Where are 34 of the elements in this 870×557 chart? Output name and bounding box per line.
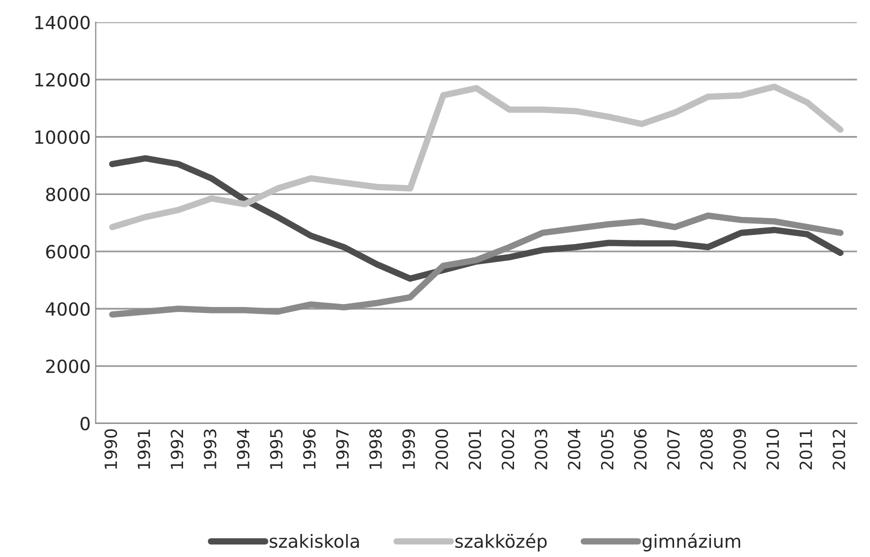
x-tick-label: 2003 xyxy=(534,430,548,470)
x-tick-label: 1996 xyxy=(303,429,316,469)
y-tick-label: 14000 xyxy=(35,16,90,30)
x-tick-label: 2009 xyxy=(733,429,746,470)
legend-label: szakiskola xyxy=(270,534,359,548)
y-tick-label: 6000 xyxy=(46,244,90,259)
y-tick-label: 8000 xyxy=(46,188,90,202)
x-tick-label: 2005 xyxy=(600,430,614,470)
x-tick-label: 2001 xyxy=(468,430,482,470)
y-tick-label: 12000 xyxy=(35,73,90,87)
x-tick-label: 1992 xyxy=(170,430,184,469)
x-tick-label: 2000 xyxy=(435,429,448,470)
y-tick-label: 0 xyxy=(80,416,90,430)
y-tick-label: 4000 xyxy=(46,302,90,316)
y-tick-label: 10000 xyxy=(35,130,90,144)
x-tick-label: 2010 xyxy=(766,429,780,470)
x-tick-label: 1990 xyxy=(104,429,118,469)
x-tick-label: 1995 xyxy=(270,430,283,469)
x-tick-label: 1999 xyxy=(402,429,415,469)
x-tick-label: 1991 xyxy=(138,430,150,469)
x-tick-label: 1993 xyxy=(204,430,216,469)
x-tick-label: 2011 xyxy=(800,430,812,470)
legend-label: gimnázium xyxy=(642,533,740,552)
x-tick-label: 2007 xyxy=(667,430,680,470)
x-tick-label: 2012 xyxy=(832,430,846,470)
x-tick-label: 2004 xyxy=(568,429,580,470)
x-tick-label: 1994 xyxy=(236,429,250,469)
x-tick-label: 1998 xyxy=(369,429,382,469)
x-tick-label: 1997 xyxy=(336,430,349,469)
x-tick-label: 2008 xyxy=(700,429,713,470)
x-tick-label: 2002 xyxy=(502,430,514,470)
x-tick-label: 2006 xyxy=(634,429,647,470)
y-tick-label: 2000 xyxy=(46,359,90,374)
legend-label: szakközép xyxy=(455,533,547,552)
